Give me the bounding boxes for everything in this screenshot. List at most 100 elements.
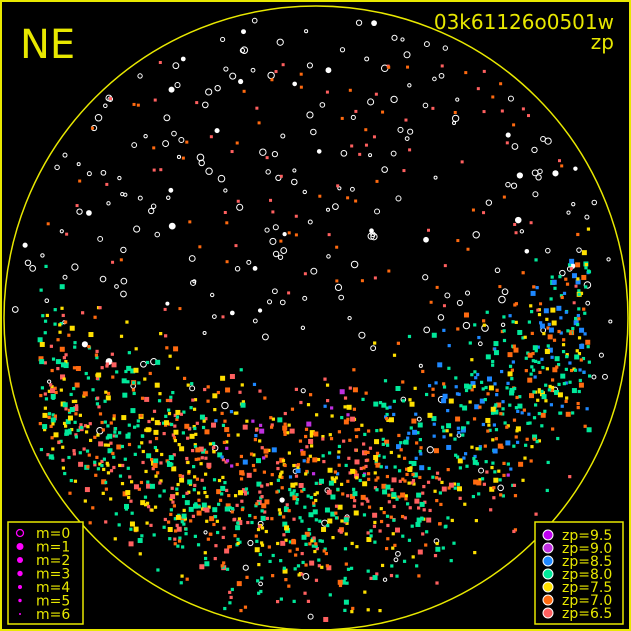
star-marker	[220, 36, 226, 43]
star-marker	[181, 545, 185, 549]
star-marker	[118, 431, 122, 435]
star-marker	[253, 438, 257, 442]
star-marker	[220, 564, 224, 568]
star-marker	[220, 411, 224, 415]
star-marker	[494, 437, 498, 441]
star-marker	[184, 500, 190, 506]
star-marker	[109, 97, 113, 101]
star-marker	[378, 401, 383, 405]
star-marker	[586, 227, 591, 231]
star-marker	[289, 491, 295, 497]
star-marker	[337, 444, 342, 449]
star-marker	[449, 433, 453, 437]
star-marker	[260, 576, 264, 580]
star-marker	[566, 210, 571, 215]
star-marker	[168, 222, 176, 230]
star-marker	[418, 363, 423, 368]
star-marker	[537, 439, 542, 443]
star-marker	[133, 225, 141, 233]
star-marker	[571, 388, 577, 394]
star-marker	[386, 523, 390, 528]
star-marker	[442, 429, 446, 433]
star-marker	[246, 259, 252, 265]
star-marker	[38, 421, 42, 426]
star-marker	[385, 417, 389, 421]
star-marker	[80, 425, 84, 430]
star-marker	[514, 435, 518, 439]
star-marker	[550, 388, 554, 393]
star-marker	[532, 345, 538, 351]
star-marker	[507, 371, 513, 377]
star-marker	[378, 608, 382, 613]
star-marker	[393, 557, 399, 563]
star-marker	[543, 308, 549, 314]
magnitude-legend-label: m=3	[36, 567, 70, 583]
star-marker	[386, 537, 390, 541]
star-marker	[577, 351, 582, 356]
star-marker	[514, 406, 518, 410]
star-marker	[182, 522, 186, 526]
star-marker	[150, 508, 154, 512]
star-marker	[179, 412, 183, 416]
star-marker	[238, 78, 244, 85]
star-marker	[435, 476, 439, 480]
star-marker	[127, 351, 131, 355]
star-marker	[130, 408, 136, 414]
star-marker	[482, 110, 486, 114]
star-marker	[258, 389, 262, 393]
star-marker	[330, 511, 336, 517]
magnitude-legend-label: m=6	[36, 607, 70, 623]
star-marker	[431, 387, 435, 391]
star-marker	[239, 454, 244, 459]
star-marker	[136, 103, 140, 107]
star-marker	[506, 462, 510, 466]
star-marker	[265, 516, 269, 521]
star-marker	[472, 384, 476, 389]
star-marker	[403, 439, 409, 445]
star-marker	[375, 488, 379, 492]
star-marker	[158, 392, 162, 396]
star-marker	[536, 398, 540, 402]
star-marker	[513, 222, 517, 226]
star-marker	[401, 399, 406, 403]
star-marker	[199, 564, 205, 570]
star-marker	[387, 65, 391, 69]
star-marker	[350, 260, 359, 269]
star-marker	[196, 510, 202, 516]
star-marker	[258, 423, 263, 427]
star-marker	[175, 514, 181, 520]
star-marker	[124, 507, 129, 511]
star-marker	[91, 506, 95, 510]
star-marker	[464, 71, 468, 75]
star-marker	[482, 211, 486, 215]
star-marker	[427, 384, 432, 388]
star-marker	[455, 416, 461, 422]
star-marker	[112, 417, 116, 421]
star-marker	[125, 320, 129, 324]
star-marker	[371, 20, 377, 27]
star-marker	[470, 373, 474, 377]
star-marker	[159, 332, 163, 336]
star-marker	[521, 107, 525, 111]
star-marker	[321, 437, 325, 441]
star-marker	[164, 414, 168, 418]
star-marker	[341, 492, 345, 496]
star-marker	[397, 454, 401, 458]
star-marker	[407, 83, 412, 88]
horizon-circle	[3, 5, 629, 631]
star-marker	[59, 439, 63, 443]
star-marker	[312, 509, 318, 515]
star-marker	[178, 473, 182, 478]
star-marker	[422, 102, 429, 109]
star-marker	[260, 509, 264, 513]
star-marker	[529, 393, 535, 399]
star-marker	[167, 520, 171, 524]
star-marker	[221, 458, 225, 462]
star-marker	[164, 334, 168, 338]
star-marker	[182, 376, 187, 381]
star-marker	[478, 445, 482, 449]
star-marker	[242, 459, 248, 465]
star-marker	[545, 247, 551, 254]
star-marker	[243, 492, 248, 496]
star-marker	[385, 412, 389, 417]
